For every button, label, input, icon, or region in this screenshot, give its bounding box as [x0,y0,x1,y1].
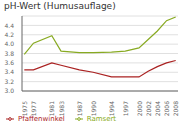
svg-text:4.2: 4.2 [8,31,14,38]
svg-text:2008: 2008 [172,101,178,116]
svg-text:3.8: 3.8 [8,50,14,57]
svg-text:1983: 1983 [58,101,65,116]
svg-text:1977: 1977 [30,101,37,116]
svg-text:3.2: 3.2 [8,78,14,85]
svg-text:4.0: 4.0 [8,40,14,47]
svg-text:2004: 2004 [154,101,161,116]
html-text:pH-Wert (Humusauflage): pH-Wert (Humusauflage) [4,1,116,11]
svg-text:4.4: 4.4 [8,22,14,29]
html-text:Ramsert: Ramsert [86,115,117,123]
svg-text:3.0: 3.0 [8,87,14,94]
svg-text:2006: 2006 [163,101,170,116]
svg-text:1987: 1987 [76,101,83,116]
svg-text:1975: 1975 [21,101,28,116]
html-text:Pfaffenwinkel: Pfaffenwinkel [18,115,65,123]
svg-text:3.6: 3.6 [8,59,14,66]
svg-text:1990: 1990 [90,101,97,116]
svg-text:2002: 2002 [145,101,152,116]
svg-text:1981: 1981 [48,101,55,116]
svg-text:3.4: 3.4 [8,68,14,75]
svg-text:1997: 1997 [122,101,129,116]
svg-text:2000: 2000 [136,101,143,116]
svg-text:1994: 1994 [108,101,115,116]
